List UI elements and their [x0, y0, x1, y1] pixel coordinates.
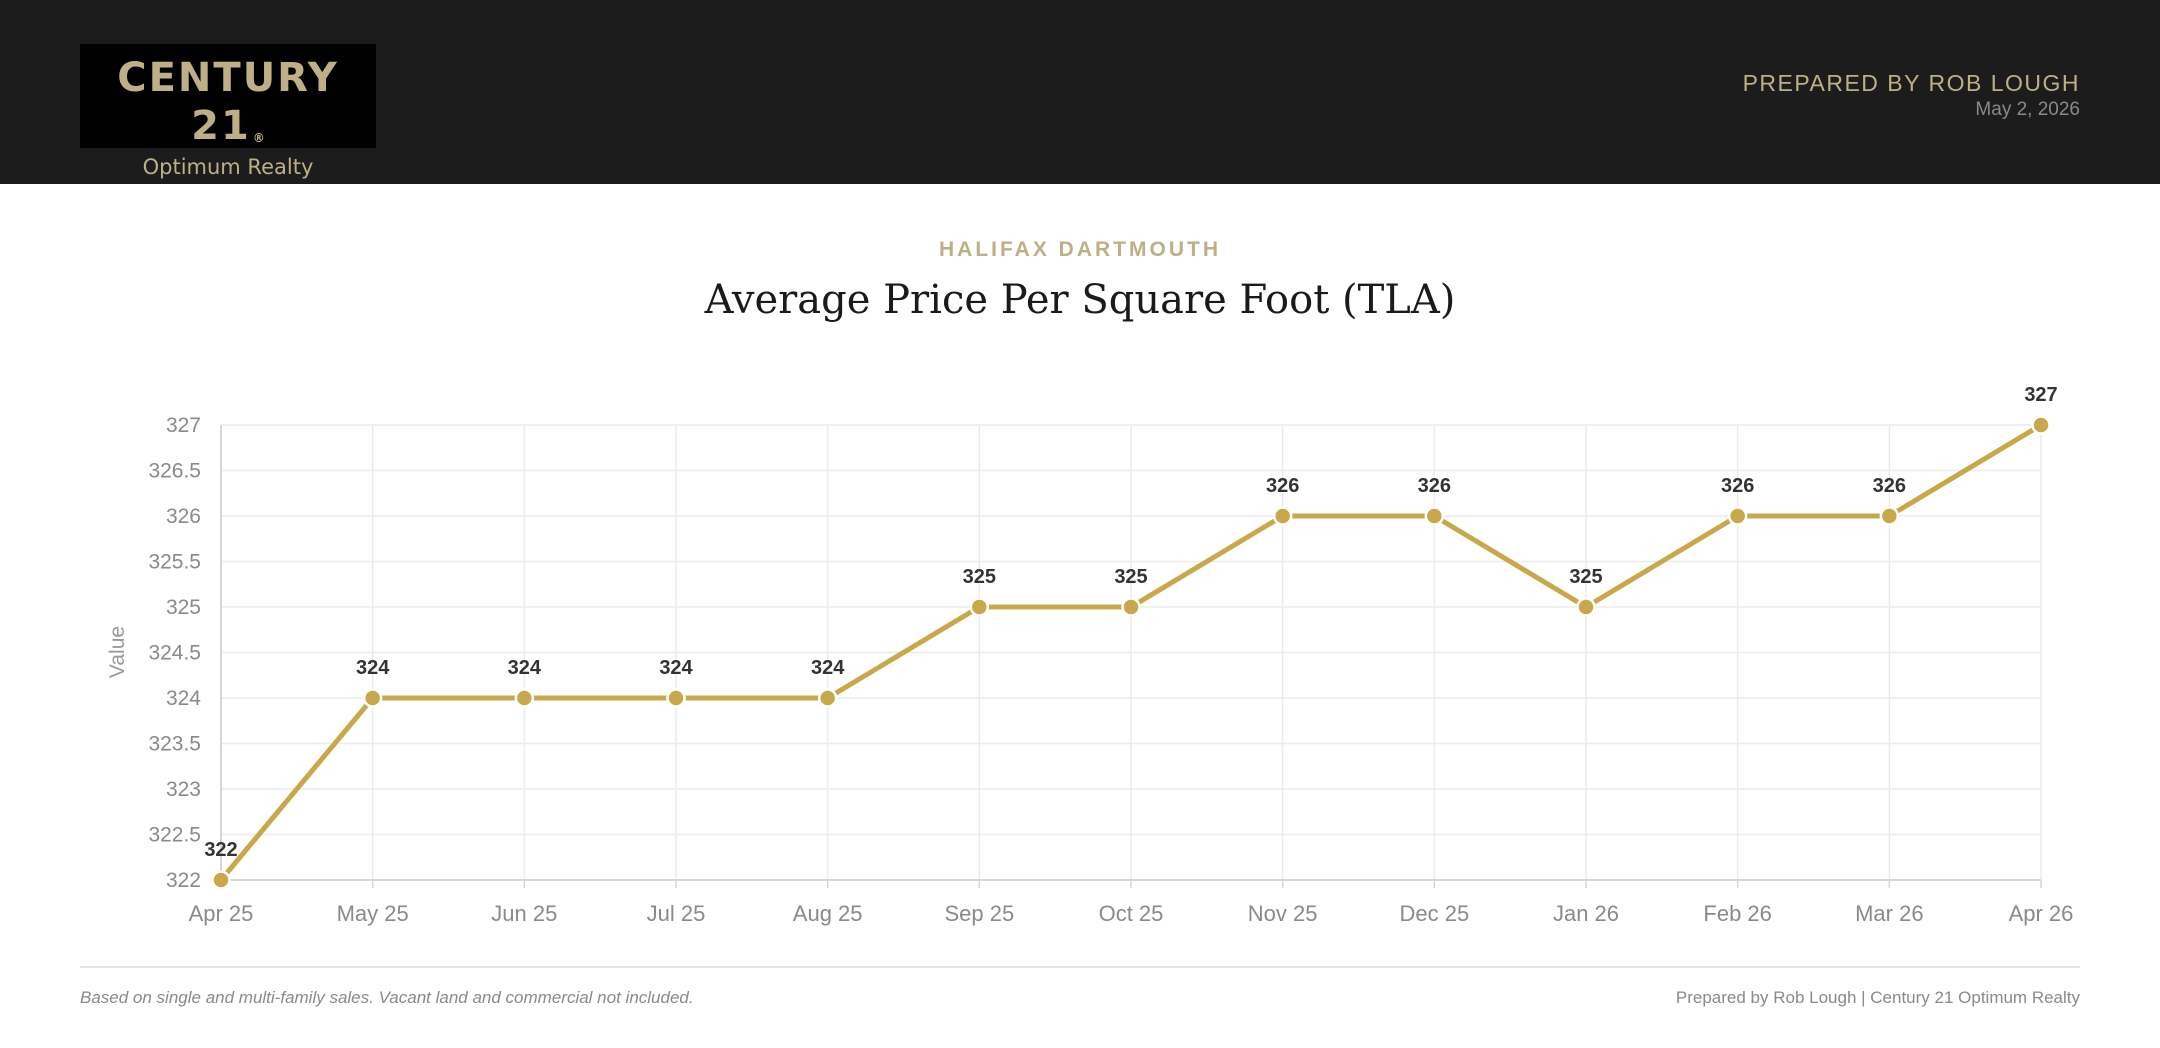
x-tick-label: Apr 26: [2009, 901, 2074, 926]
data-label: 324: [659, 657, 693, 679]
data-point: [1727, 506, 1748, 526]
y-tick-label: 322: [166, 869, 201, 892]
y-tick-label: 324.5: [148, 642, 201, 665]
data-point: [1424, 506, 1445, 526]
logo-subtitle: Optimum Realty: [142, 155, 314, 179]
x-tick-label: Dec 25: [1399, 901, 1469, 926]
x-tick-label: Jan 26: [1553, 901, 1619, 926]
y-tick-label: 325: [166, 596, 201, 619]
data-point: [969, 597, 990, 617]
y-tick-label: 323.5: [148, 733, 201, 756]
data-label: 324: [811, 657, 845, 679]
x-tick-label: Apr 25: [189, 901, 254, 926]
logo-brand: CENTURY 21 ®: [80, 54, 376, 150]
y-tick-label: 324: [166, 687, 201, 710]
century21-logo: CENTURY 21 ® Optimum Realty: [80, 44, 376, 179]
data-label: 326: [1873, 475, 1906, 497]
data-point: [1272, 506, 1293, 526]
data-label: 325: [963, 566, 996, 588]
data-point: [362, 688, 383, 708]
x-tick-label: Nov 25: [1248, 901, 1318, 926]
data-label: 325: [1114, 566, 1147, 588]
x-tick-label: Sep 25: [944, 901, 1014, 926]
chart-axes: 322322.5323323.5324324.5325325.5326326.5…: [106, 414, 2073, 926]
y-tick-label: 322.5: [148, 824, 201, 847]
y-tick-label: 325.5: [148, 551, 201, 574]
data-point: [211, 870, 231, 890]
data-point: [817, 688, 838, 708]
logo-brand-text: CENTURY 21: [117, 55, 339, 149]
y-tick-label: 326.5: [148, 460, 201, 483]
footer-divider: [80, 966, 2080, 968]
x-tick-label: Jun 25: [491, 901, 557, 926]
data-point: [514, 688, 535, 708]
data-label: 324: [356, 657, 390, 679]
data-label: 327: [2024, 384, 2057, 406]
data-label: 325: [1569, 566, 1602, 588]
y-tick-label: 326: [166, 505, 201, 528]
y-tick-label: 327: [166, 414, 201, 437]
data-label: 324: [508, 657, 542, 679]
data-label: 322: [204, 839, 237, 861]
x-tick-label: Mar 26: [1855, 901, 1923, 926]
report-header: CENTURY 21 ® Optimum Realty PREPARED BY R…: [0, 0, 2160, 184]
registered-mark: ®: [252, 131, 265, 145]
data-point: [2031, 415, 2051, 435]
footnote: Based on single and multi-family sales. …: [80, 988, 694, 1007]
footer-credit: Prepared by Rob Lough | Century 21 Optim…: [1675, 988, 2080, 1007]
x-tick-label: Oct 25: [1099, 901, 1164, 926]
line-chart: 322322.5323323.5324324.5325325.5326326.5…: [106, 384, 2073, 926]
data-point: [1576, 597, 1596, 617]
data-label: 326: [1266, 475, 1299, 497]
chart-data-labels: 322 324 324 324 324 325 325 326 326 325 326 326 327: [204, 384, 2057, 861]
chart-series: [211, 415, 2051, 890]
chart-grid: [220, 424, 2042, 881]
y-tick-label: 323: [166, 778, 201, 801]
data-point: [1121, 597, 1141, 617]
x-tick-label: May 25: [337, 901, 409, 926]
x-tick-label: Jul 25: [647, 901, 706, 926]
prepared-by: PREPARED BY ROB LOUGH: [1742, 70, 2080, 96]
chart-title: Average Price Per Square Foot (TLA): [704, 277, 1456, 323]
y-axis-title: Value: [106, 626, 129, 678]
data-label: 326: [1418, 475, 1451, 497]
prepared-info: PREPARED BY ROB LOUGH May 2, 2026: [1743, 68, 2080, 122]
report-date: May 2, 2026: [1975, 99, 2080, 120]
data-label: 326: [1721, 475, 1754, 497]
x-tick-label: Aug 25: [793, 901, 863, 926]
data-point: [1879, 506, 1900, 526]
data-point: [666, 688, 686, 708]
x-tick-label: Feb 26: [1703, 901, 1772, 926]
chart-subtitle: HALIFAX DARTMOUTH: [939, 238, 1221, 261]
